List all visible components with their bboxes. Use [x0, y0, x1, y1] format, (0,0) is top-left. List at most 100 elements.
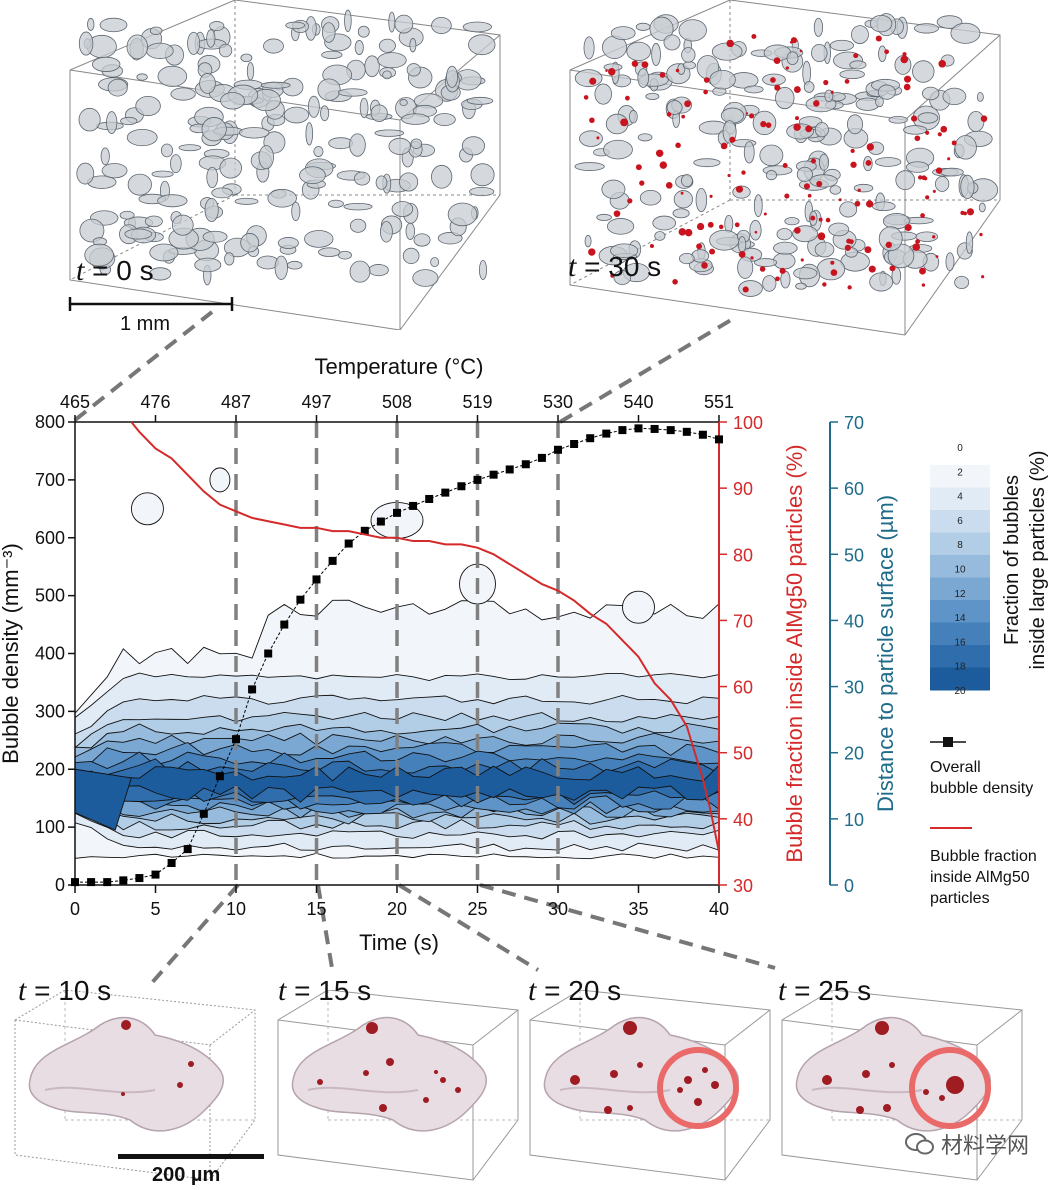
y3-tick-label: 20 [844, 744, 864, 764]
bubble-dot [745, 112, 749, 115]
particle-blob [344, 9, 352, 33]
bubble-dot [770, 77, 776, 83]
bubble-dot [822, 282, 827, 287]
bubble [379, 1104, 387, 1112]
colorbar-level-label: 4 [957, 492, 963, 503]
y3-tick-label: 50 [844, 545, 864, 565]
bubble-dot [903, 83, 911, 91]
bubble-dot [889, 265, 896, 272]
bubble [455, 1087, 461, 1093]
particle-blob [149, 243, 179, 262]
colorbar-swatch-7 [930, 622, 990, 646]
particle-blob [637, 133, 653, 142]
aluminum-particle [543, 1016, 740, 1132]
particle-blob [869, 272, 894, 292]
particle-blob [978, 202, 986, 213]
particle-blob [874, 157, 902, 167]
bubble-dot [782, 163, 788, 168]
particle-blob [875, 96, 884, 108]
particle-blob [603, 139, 633, 160]
particle-blob [795, 282, 807, 290]
bubble-dot [921, 283, 926, 287]
bubble-dot [763, 212, 767, 216]
particle-blob [106, 111, 118, 134]
bottom-time-label-25: t = 25 s [778, 974, 871, 1008]
contour-island [130, 492, 164, 526]
bubble-dot [919, 267, 926, 275]
y-tick-label: 300 [35, 701, 65, 721]
density-point [296, 595, 305, 604]
particle-blob [337, 250, 352, 260]
colorbar-level-label: 20 [954, 686, 966, 697]
bubble-dot [759, 266, 766, 272]
bubble-dot [918, 175, 923, 180]
density-point [167, 859, 176, 868]
bubble-dot [789, 40, 793, 44]
box-edge [472, 1009, 519, 1046]
bubble-dot [639, 180, 645, 186]
particle-blob [234, 197, 259, 205]
particle-blob [321, 50, 343, 59]
bubble-dot [735, 185, 744, 193]
bubble-dot [696, 243, 702, 250]
particle-blob [135, 95, 161, 117]
bubble [177, 1082, 183, 1088]
bubble [862, 1070, 870, 1078]
bubble [856, 1106, 864, 1114]
bubble-dot [729, 136, 736, 143]
particle-blob [663, 34, 681, 51]
particle-blob [942, 87, 967, 106]
particle-blob [374, 129, 405, 137]
bubble-dot [912, 243, 921, 251]
bubble-dot [625, 95, 630, 101]
particle-blob [965, 231, 974, 254]
particle-blob [681, 47, 696, 63]
bubble-dot [627, 198, 633, 204]
particle-blob [92, 56, 121, 72]
particle-blob [829, 185, 842, 195]
bubble-dot [707, 221, 714, 228]
bubble-dot [720, 142, 728, 150]
particle-blob [765, 170, 778, 181]
particle-blob [610, 243, 639, 258]
bubble-dot [790, 37, 798, 44]
bubble [889, 1062, 895, 1068]
particle-blob [681, 174, 693, 188]
bubble-dot [666, 112, 672, 117]
density-point [441, 488, 450, 497]
bottom-scale-label: 200 µm [152, 1164, 221, 1186]
particle-blob [78, 107, 101, 132]
density-point [71, 878, 79, 887]
particle-blob [201, 117, 227, 142]
y-axis-label: Bubble density (mm⁻³) [0, 543, 23, 764]
bubble-dot [830, 260, 835, 265]
bubble-dot [937, 132, 942, 137]
bubble-dot [675, 142, 681, 149]
bubble [363, 1070, 369, 1076]
particle-blob [370, 104, 388, 122]
time-value: = 15 s [286, 975, 372, 1006]
bubble-dot [794, 227, 801, 234]
particle-blob [695, 187, 708, 213]
particle-blob [283, 106, 310, 124]
density-point [312, 575, 321, 584]
bubble-dot [915, 239, 920, 244]
bubble-dot [631, 60, 639, 67]
particle-blob [584, 234, 592, 248]
particle-blob [849, 60, 867, 70]
bubble-dot [857, 188, 861, 192]
particle-blob [461, 136, 485, 156]
particle-blob [814, 122, 829, 138]
bubble [677, 1087, 683, 1093]
legend-fraction-text-2: inside AlMg50 [930, 869, 1030, 886]
particle-blob [447, 202, 478, 227]
bubble-dot [866, 143, 875, 151]
bubble-dot [979, 232, 983, 237]
bubble-dot [935, 255, 939, 258]
bottom-time-label-20: t = 20 s [528, 974, 621, 1008]
particle-blob [478, 259, 488, 280]
particle-blob [776, 228, 793, 241]
bubble-dot [865, 160, 872, 166]
x-tick-label: 15 [306, 899, 326, 919]
bubble [423, 1097, 429, 1103]
